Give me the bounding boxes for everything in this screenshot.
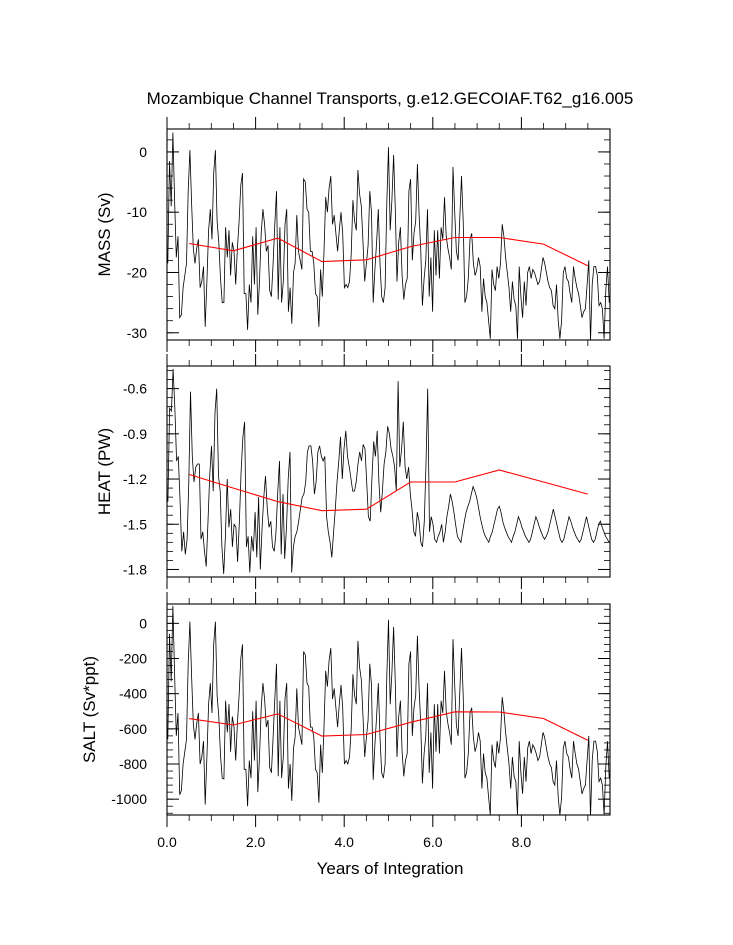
panel-heat-frame [166, 365, 611, 578]
x-tick-label: 0.0 [157, 834, 177, 850]
panel-heat-lines [167, 368, 610, 575]
heat-monthly-line [167, 368, 610, 575]
heat-ytick-label: -1.5 [123, 516, 147, 532]
panel-salt-ticks: 0 -200 -400 -600 -800 -1000 [111, 592, 610, 827]
x-tick-label: 6.0 [423, 834, 443, 850]
chart-title: Mozambique Channel Transports, g.e12.GEC… [147, 89, 634, 108]
x-tick-label: 4.0 [334, 834, 354, 850]
x-tick-labels: 0.0 2.0 4.0 6.0 8.0 [157, 834, 531, 850]
salt-annual-mean-line [189, 711, 589, 741]
mass-monthly-line [167, 132, 610, 340]
x-tick-label: 2.0 [246, 834, 266, 850]
salt-ytick-label: 0 [139, 615, 147, 631]
heat-annual-mean-line [189, 469, 588, 512]
mass-ytick-label: -10 [127, 204, 147, 220]
mass-ytick-label: -30 [127, 325, 147, 341]
x-axis-label: Years of Integration [317, 859, 464, 878]
panel-mass-lines [167, 132, 610, 340]
panel-salt-lines [167, 605, 610, 815]
salt-ytick-label: -400 [119, 686, 147, 702]
panel-heat: -0.6 -0.9 -1.2 -1.5 -1.8 HEAT (PW) [95, 354, 611, 589]
salt-monthly-line [167, 605, 610, 815]
mass-ytick-label: -20 [127, 264, 147, 280]
heat-ytick-label: -1.2 [123, 471, 147, 487]
panel-mass: 0 -10 -20 -30 MASS (Sv) [95, 117, 611, 352]
panel-heat-ylabel: HEAT (PW) [95, 428, 114, 515]
salt-ytick-label: -1000 [111, 791, 147, 807]
salt-ytick-label: -200 [119, 651, 147, 667]
heat-ytick-label: -0.9 [123, 426, 147, 442]
panel-mass-ylabel: MASS (Sv) [95, 192, 114, 276]
mass-annual-mean-line [189, 236, 589, 267]
mass-ytick-label: 0 [139, 144, 147, 160]
salt-ytick-label: -600 [119, 721, 147, 737]
heat-ytick-label: -0.6 [123, 381, 147, 397]
salt-ytick-label: -800 [119, 756, 147, 772]
heat-ytick-label: -1.8 [123, 561, 147, 577]
x-tick-label: 8.0 [512, 834, 532, 850]
panel-salt-ylabel: SALT (Sv*ppt) [80, 656, 99, 763]
panel-salt: 0 -200 -400 -600 -800 -1000 SALT (Sv*ppt) [80, 592, 611, 827]
